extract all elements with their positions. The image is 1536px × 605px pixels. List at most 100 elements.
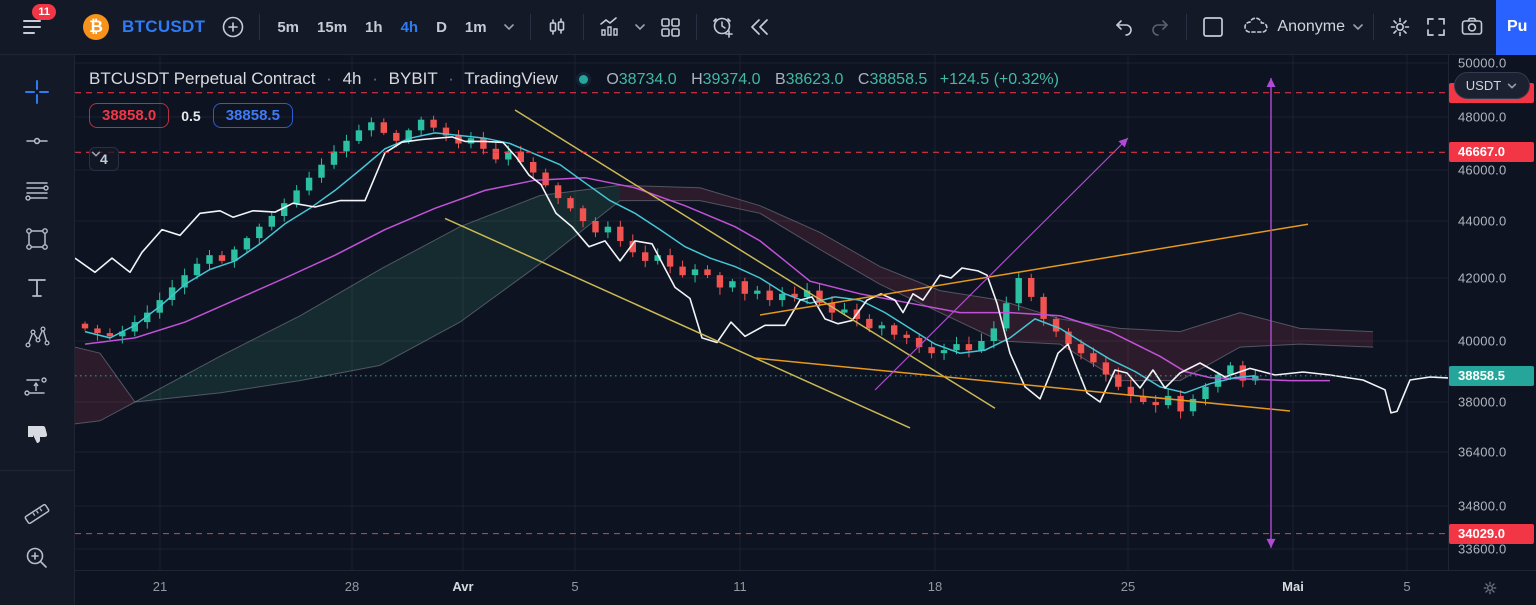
time-tick: 28 bbox=[344, 579, 360, 594]
divider bbox=[0, 470, 74, 471]
rewind-icon bbox=[750, 19, 768, 35]
divider bbox=[1373, 14, 1374, 40]
chart-canvas-area[interactable]: BTCUSDT Perpetual Contract · 4h · BYBIT … bbox=[75, 55, 1448, 570]
account-name: Anonyme bbox=[1277, 18, 1345, 35]
time-tick: Mai bbox=[1282, 579, 1304, 594]
magnifier-plus-icon bbox=[26, 547, 47, 568]
divider bbox=[1186, 14, 1188, 40]
chart-interval[interactable]: 4h bbox=[342, 69, 362, 88]
indicators-count: 4 bbox=[100, 151, 108, 167]
zoom-in-tool-button[interactable] bbox=[15, 535, 59, 581]
chevron-down-icon bbox=[1507, 83, 1517, 89]
indicators-button[interactable] bbox=[592, 8, 628, 46]
trend-line-tool-button[interactable] bbox=[15, 118, 59, 164]
fullscreen-icon bbox=[1427, 18, 1445, 36]
sell-bid-button[interactable]: 38858.0 bbox=[89, 103, 170, 128]
timeframe-4h[interactable]: 4h bbox=[400, 18, 419, 36]
change-value: +124.5 (+0.32%) bbox=[939, 71, 1059, 88]
shapes-tool-button[interactable] bbox=[15, 216, 59, 262]
chevron-down-icon bbox=[1353, 24, 1363, 31]
undo-button[interactable] bbox=[1106, 8, 1142, 46]
single-layout-icon bbox=[1203, 17, 1224, 37]
chevron-down-icon bbox=[503, 24, 514, 31]
grid-layout-icon bbox=[660, 18, 680, 37]
timeframe-1h[interactable]: 1h bbox=[365, 18, 383, 36]
price-tick: 33600.0 bbox=[1458, 541, 1507, 557]
price-tick: 42000.0 bbox=[1458, 270, 1507, 286]
time-tick: 11 bbox=[733, 579, 747, 594]
text-tool-button[interactable] bbox=[15, 265, 59, 311]
hamburger-icon bbox=[23, 20, 41, 34]
chart-symbol-title[interactable]: BTCUSDT Perpetual Contract bbox=[89, 69, 316, 88]
fib-lines-icon bbox=[25, 182, 49, 201]
rectangle-shape-icon bbox=[26, 228, 48, 250]
price-tick: 38000.0 bbox=[1458, 394, 1507, 410]
gear-icon bbox=[1390, 17, 1410, 37]
chart-settings-button[interactable] bbox=[1382, 8, 1418, 46]
symbol-logo[interactable]: ₿ bbox=[78, 8, 114, 46]
chart-canvas[interactable] bbox=[75, 55, 1448, 570]
crosshair-icon bbox=[25, 80, 49, 104]
bar-replay-button[interactable] bbox=[741, 8, 777, 46]
divider bbox=[529, 14, 531, 40]
timezone-gear-icon[interactable] bbox=[1480, 578, 1500, 598]
camera-icon bbox=[1461, 17, 1483, 35]
price-badge: 38858.5 bbox=[1449, 366, 1534, 386]
xabcd-pattern-icon bbox=[25, 326, 50, 348]
indicators-dropdown-button[interactable] bbox=[628, 8, 652, 46]
price-tick: 40000.0 bbox=[1458, 333, 1507, 349]
time-tick: 18 bbox=[927, 579, 943, 594]
currency-toggle-button[interactable]: USDT bbox=[1454, 72, 1530, 99]
price-tick: 50000.0 bbox=[1458, 55, 1507, 71]
time-tick: Avr bbox=[452, 579, 474, 594]
account-menu-button[interactable]: Anonyme bbox=[1241, 8, 1365, 46]
publish-button[interactable]: Pu bbox=[1496, 0, 1536, 55]
layout-select-button[interactable] bbox=[1195, 8, 1231, 46]
crosshair-tool-button[interactable] bbox=[15, 69, 59, 115]
ohlc-readout: O38734.0 H39374.0 B38623.0 C38858.5 +124… bbox=[606, 71, 1059, 88]
collapsed-indicators-chip[interactable]: 4 bbox=[89, 147, 119, 171]
divider bbox=[695, 14, 697, 40]
candlestick-icon bbox=[549, 18, 564, 35]
buy-ask-button[interactable]: 38858.5 bbox=[212, 103, 293, 128]
market-status-dot[interactable] bbox=[578, 75, 588, 84]
timeframe-5m[interactable]: 5m bbox=[277, 18, 300, 36]
trend-line-icon bbox=[26, 137, 48, 145]
fullscreen-button[interactable] bbox=[1418, 8, 1454, 46]
dislike-tool-button[interactable] bbox=[15, 412, 59, 458]
thumbs-down-icon bbox=[28, 426, 48, 443]
ruler-icon bbox=[24, 503, 50, 524]
bitcoin-icon: ₿ bbox=[83, 14, 109, 40]
fib-retracement-tool-button[interactable] bbox=[15, 167, 59, 213]
timeframe-1m[interactable]: 1m bbox=[464, 18, 487, 36]
compare-add-button[interactable] bbox=[215, 8, 251, 46]
hamburger-menu-button[interactable]: 11 bbox=[14, 4, 56, 46]
price-badge: 34029.0 bbox=[1449, 524, 1534, 544]
time-tick: 21 bbox=[152, 579, 168, 594]
layout-grid-button[interactable] bbox=[652, 8, 688, 46]
close-value: 38858.5 bbox=[869, 71, 928, 88]
time-axis[interactable]: 21 28 Avr 5 11 18 25 Mai 5 bbox=[0, 570, 1536, 605]
pattern-tool-button[interactable] bbox=[15, 314, 59, 360]
price-badge: 46667.0 bbox=[1449, 142, 1534, 162]
symbol-name[interactable]: BTCUSDT bbox=[122, 17, 206, 36]
redo-button[interactable] bbox=[1142, 8, 1178, 46]
timeframe-15m[interactable]: 15m bbox=[317, 18, 348, 36]
redo-arrow-icon bbox=[1152, 20, 1169, 36]
timeframe-dropdown-button[interactable] bbox=[496, 8, 522, 46]
prediction-tool-button[interactable] bbox=[15, 363, 59, 409]
drawing-toolbar bbox=[0, 55, 75, 605]
undo-arrow-icon bbox=[1116, 20, 1133, 36]
snapshot-button[interactable] bbox=[1454, 8, 1490, 46]
timeframe-D[interactable]: D bbox=[436, 18, 447, 36]
spread-value: 0.5 bbox=[181, 107, 201, 124]
chart-legend: BTCUSDT Perpetual Contract · 4h · BYBIT … bbox=[89, 69, 1059, 88]
price-axis[interactable]: 34029.0 38858.5 46667.0 USDT 50000.0 48000.… bbox=[1448, 55, 1536, 570]
chart-style-button[interactable] bbox=[539, 8, 575, 46]
indicators-icon bbox=[599, 17, 618, 36]
chart-exchange: BYBIT bbox=[388, 69, 438, 88]
price-tick: 44000.0 bbox=[1458, 213, 1507, 229]
plus-circle-icon bbox=[223, 16, 244, 38]
create-alert-button[interactable] bbox=[705, 8, 741, 46]
measure-tool-button[interactable] bbox=[15, 486, 59, 532]
